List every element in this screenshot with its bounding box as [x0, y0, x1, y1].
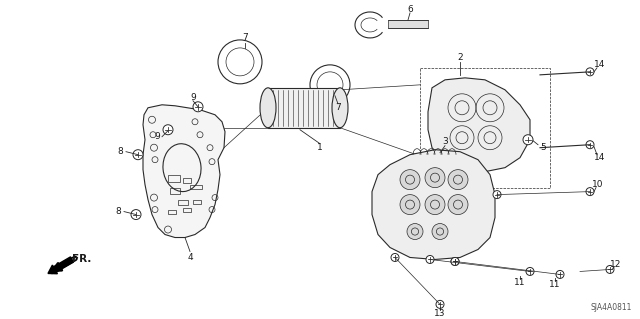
Circle shape — [586, 188, 594, 196]
Circle shape — [451, 257, 459, 265]
Text: 6: 6 — [407, 5, 413, 14]
Text: 4: 4 — [187, 253, 193, 262]
Polygon shape — [143, 105, 225, 238]
Bar — [420, 68, 550, 188]
Bar — [388, 20, 428, 28]
Circle shape — [586, 141, 594, 149]
Text: 14: 14 — [595, 60, 605, 69]
Bar — [168, 210, 176, 213]
Polygon shape — [372, 150, 495, 259]
Ellipse shape — [332, 88, 348, 128]
Circle shape — [586, 68, 594, 76]
Bar — [183, 178, 191, 182]
Circle shape — [606, 265, 614, 273]
Text: 1: 1 — [317, 143, 323, 152]
Circle shape — [391, 254, 399, 262]
Circle shape — [425, 168, 445, 188]
Circle shape — [556, 271, 564, 278]
Bar — [193, 200, 201, 204]
Text: 14: 14 — [595, 153, 605, 162]
Text: 8: 8 — [117, 147, 123, 156]
Text: 2: 2 — [457, 53, 463, 63]
Bar — [170, 188, 180, 194]
Circle shape — [451, 257, 459, 265]
FancyArrow shape — [48, 257, 74, 274]
Text: 11: 11 — [515, 278, 525, 287]
Text: 3: 3 — [442, 137, 448, 146]
Text: 7: 7 — [242, 33, 248, 42]
Bar — [168, 174, 180, 182]
Polygon shape — [428, 78, 530, 172]
Text: 5: 5 — [540, 143, 546, 152]
Text: 10: 10 — [592, 180, 604, 189]
Circle shape — [407, 224, 423, 240]
Circle shape — [193, 102, 203, 112]
Text: 13: 13 — [435, 309, 445, 318]
Circle shape — [448, 170, 468, 189]
Circle shape — [163, 125, 173, 135]
Circle shape — [133, 150, 143, 160]
Circle shape — [400, 170, 420, 189]
Circle shape — [526, 267, 534, 275]
Circle shape — [448, 195, 468, 215]
Text: 12: 12 — [611, 260, 621, 269]
Circle shape — [523, 135, 533, 145]
Text: 7: 7 — [335, 103, 341, 112]
Circle shape — [436, 300, 444, 308]
Ellipse shape — [260, 88, 276, 128]
Text: 9: 9 — [154, 132, 160, 141]
Text: 8: 8 — [115, 207, 121, 216]
Circle shape — [400, 195, 420, 215]
Bar — [178, 200, 188, 204]
Text: SJA4A0811: SJA4A0811 — [591, 303, 632, 312]
Circle shape — [131, 210, 141, 219]
Circle shape — [493, 191, 501, 199]
Circle shape — [425, 195, 445, 215]
Text: 11: 11 — [549, 280, 561, 289]
Text: FR.: FR. — [72, 255, 92, 264]
Bar — [190, 185, 202, 189]
Text: 9: 9 — [190, 93, 196, 102]
Bar — [183, 208, 191, 211]
Bar — [268, 88, 340, 128]
Circle shape — [426, 256, 434, 263]
Circle shape — [432, 224, 448, 240]
